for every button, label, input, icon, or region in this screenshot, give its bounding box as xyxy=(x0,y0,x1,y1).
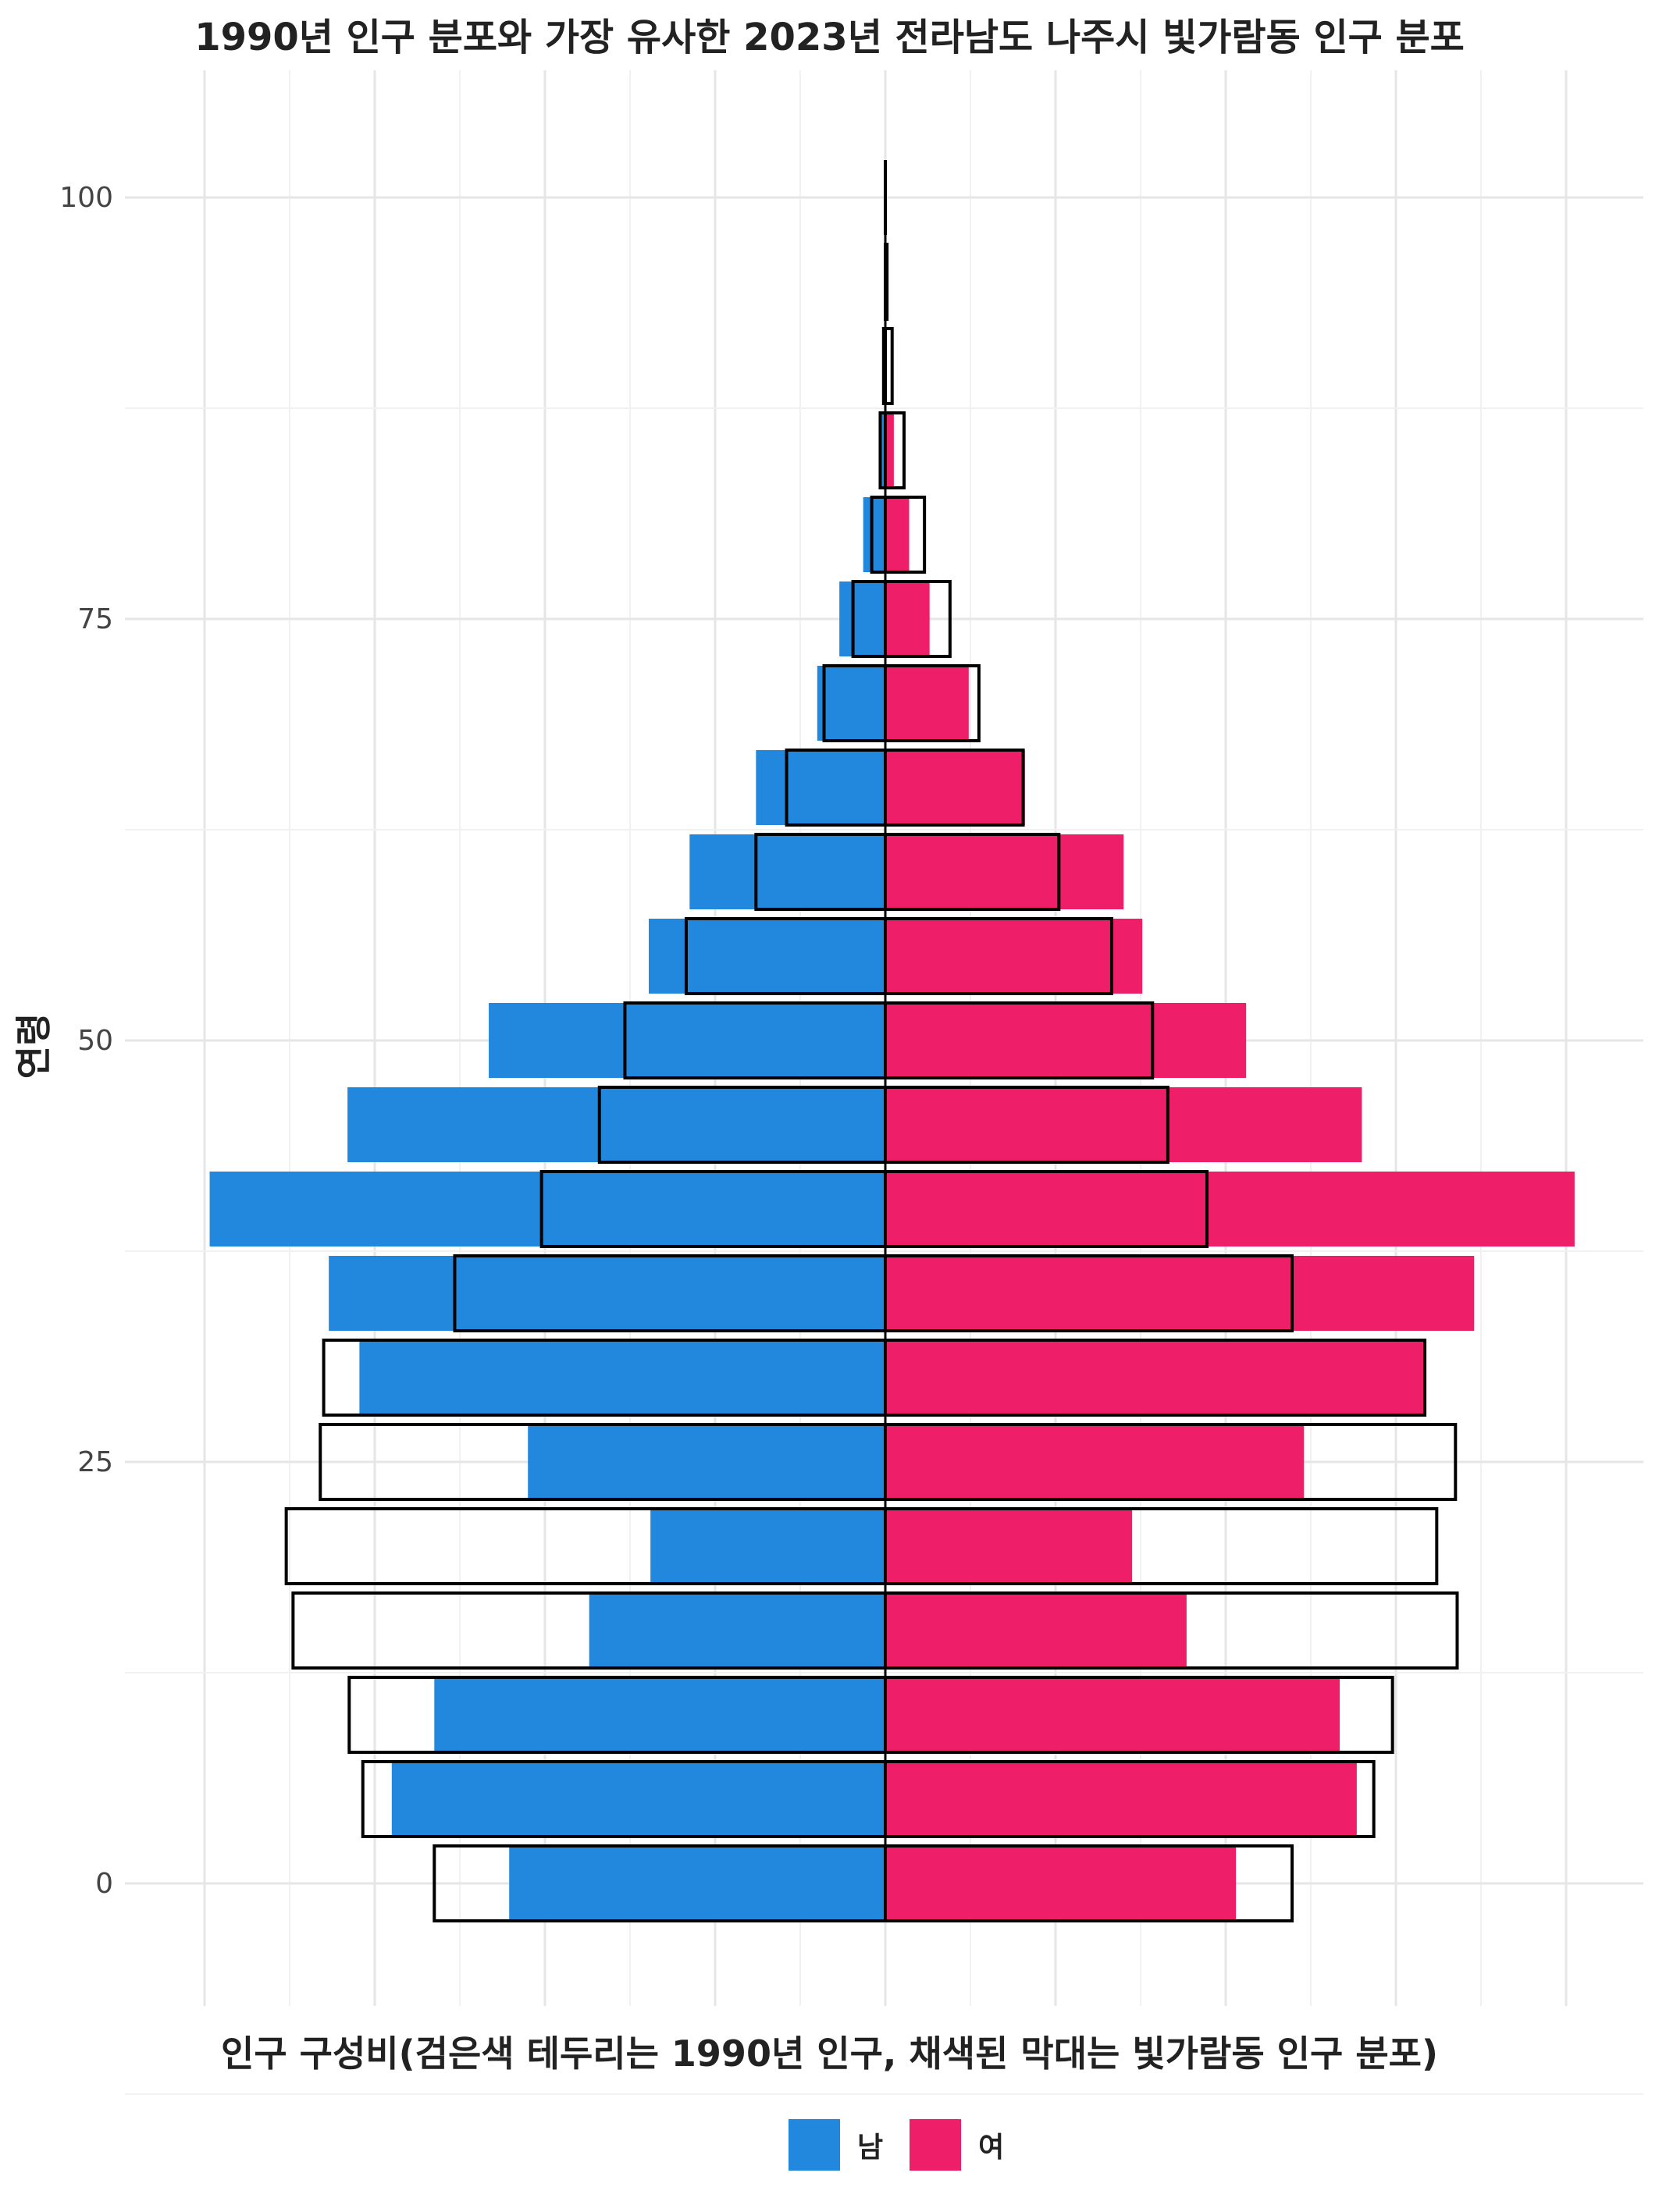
bar-female-age-70 xyxy=(885,666,969,741)
bar-female-age-15 xyxy=(885,1593,1187,1668)
bar-female-age-10 xyxy=(885,1677,1340,1752)
bar-female-age-0 xyxy=(885,1846,1237,1921)
bar-male-age-50 xyxy=(489,1003,885,1078)
legend-label-male: 남 xyxy=(857,2132,884,2164)
y-tick-label: 25 xyxy=(77,1446,113,1478)
bar-male-age-0 xyxy=(509,1846,885,1921)
legend: 남 여 xyxy=(789,2119,1031,2171)
bar-female-age-50 xyxy=(885,1003,1247,1078)
bar-female-age-55 xyxy=(885,919,1143,994)
bar-female-age-80 xyxy=(885,497,910,572)
bar-female-age-65 xyxy=(885,750,1025,825)
bar-female-age-40 xyxy=(885,1172,1575,1246)
legend-label-female: 여 xyxy=(978,2132,1005,2164)
bar-male-age-65 xyxy=(756,750,885,825)
y-axis-label: 연령 xyxy=(12,1012,55,1079)
bar-male-age-40 xyxy=(209,1172,885,1246)
legend-item-male: 남 xyxy=(789,2119,883,2171)
bar-male-age-5 xyxy=(391,1762,885,1837)
bar-female-age-85 xyxy=(885,413,894,488)
y-tick-label: 100 xyxy=(59,182,113,214)
bar-male-age-75 xyxy=(839,581,885,656)
bar-male-age-45 xyxy=(347,1087,885,1162)
bar-female-age-45 xyxy=(885,1087,1362,1162)
bar-male-age-25 xyxy=(528,1424,885,1499)
x-axis-label: 인구 구성비(검은색 테두리는 1990년 인구, 채색된 막대는 빛가람동 인… xyxy=(221,2032,1438,2075)
y-tick-label: 50 xyxy=(77,1025,113,1057)
outline-bars xyxy=(284,160,1459,1922)
bar-male-age-35 xyxy=(329,1256,885,1331)
bar-male-age-85 xyxy=(880,413,885,488)
bar-female-age-30 xyxy=(885,1340,1426,1415)
bar-male-age-80 xyxy=(863,497,885,572)
bars xyxy=(209,413,1575,1921)
legend-swatch-female xyxy=(910,2119,962,2171)
chart-title: 1990년 인구 분포와 가장 유사한 2023년 전라남도 나주시 빛가람동 … xyxy=(194,16,1465,59)
bar-female-age-60 xyxy=(885,834,1124,909)
bar-male-age-15 xyxy=(589,1593,885,1668)
bar-male-age-10 xyxy=(434,1677,885,1752)
bar-male-age-55 xyxy=(648,919,885,994)
bar-female-age-75 xyxy=(885,581,930,656)
bar-female-age-35 xyxy=(885,1256,1475,1331)
bar-male-age-20 xyxy=(650,1509,885,1584)
y-tick-label: 75 xyxy=(77,603,113,635)
bar-male-age-60 xyxy=(689,834,885,909)
bar-female-age-20 xyxy=(885,1509,1133,1584)
y-tick-label: 0 xyxy=(95,1868,113,1900)
y-axis-ticks: 0 25 50 75 100 xyxy=(59,182,113,1900)
bar-female-age-25 xyxy=(885,1424,1305,1499)
bar-female-age-5 xyxy=(885,1762,1357,1837)
bar-male-age-30 xyxy=(359,1340,885,1415)
bar-male-age-70 xyxy=(817,666,885,741)
legend-item-female: 여 xyxy=(910,2119,1004,2171)
legend-swatch-male xyxy=(789,2119,840,2171)
